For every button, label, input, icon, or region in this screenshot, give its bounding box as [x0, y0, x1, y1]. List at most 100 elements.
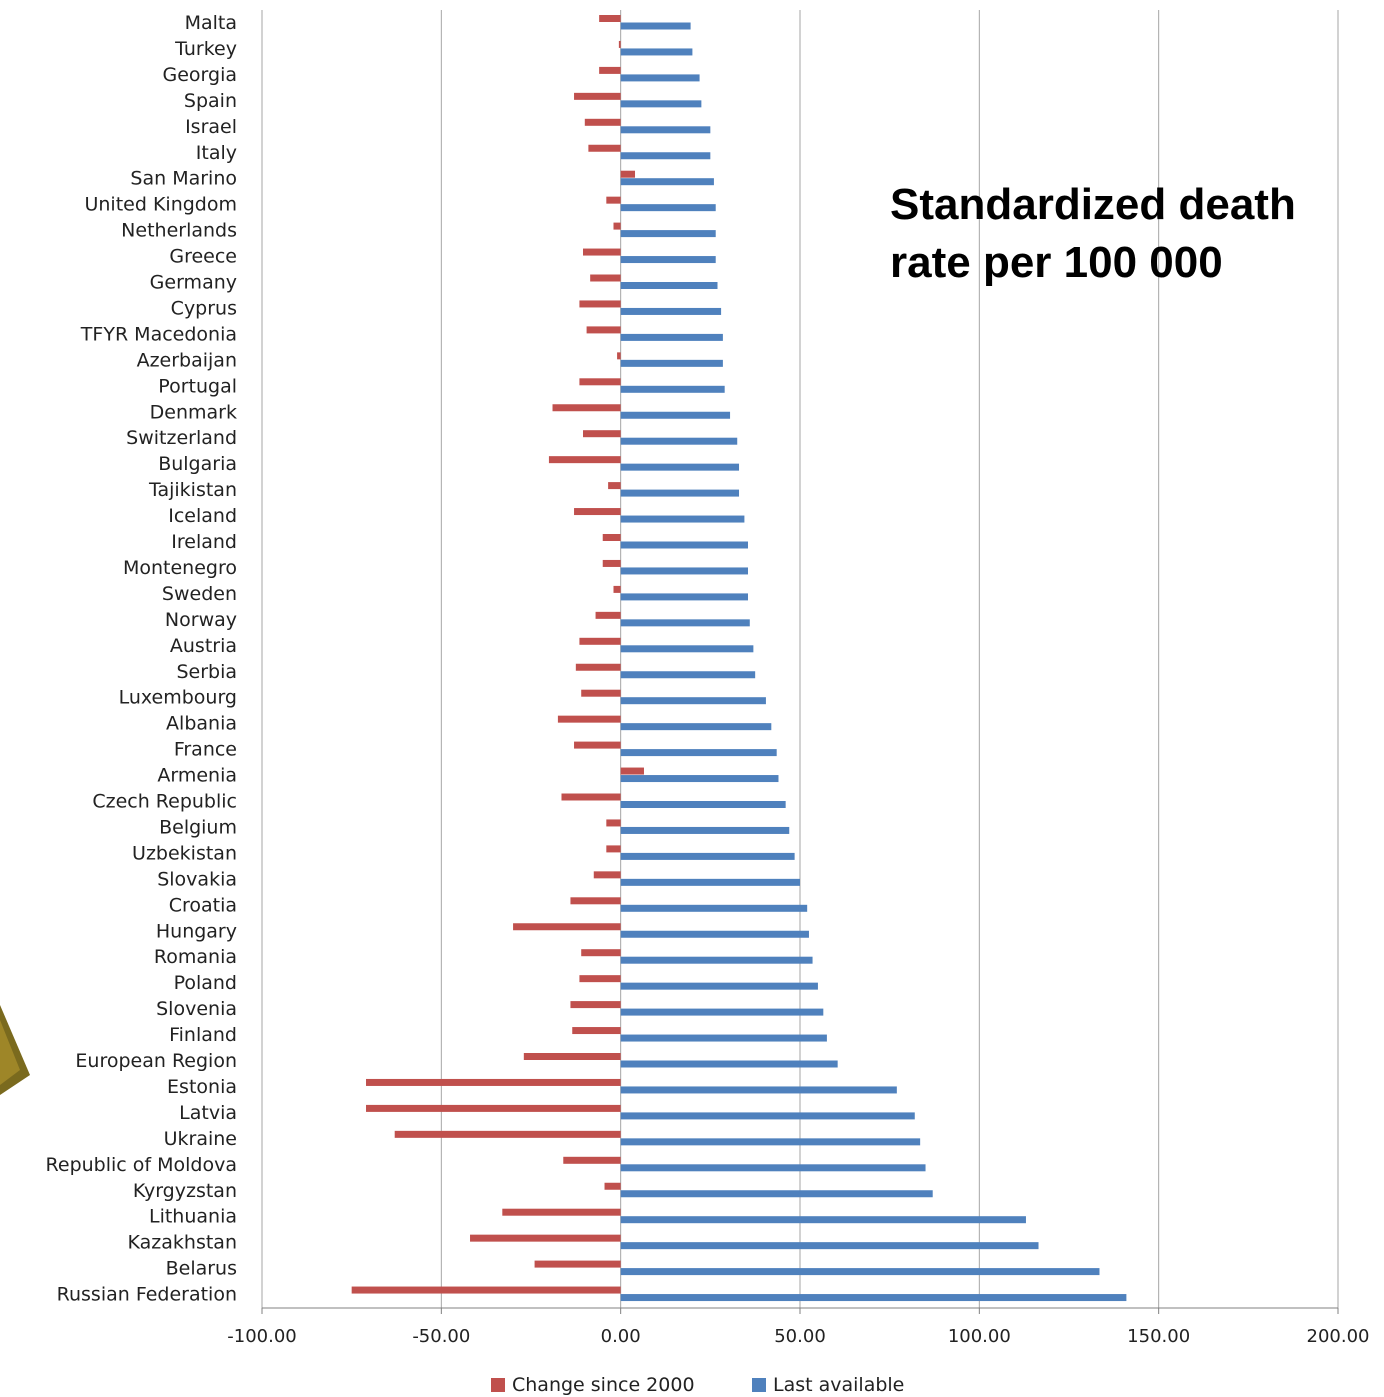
- bar-last-available: [620, 1034, 827, 1042]
- category-label: Russian Federation: [57, 1284, 237, 1306]
- category-label: Hungary: [156, 920, 237, 942]
- bar-last-available: [620, 593, 748, 601]
- bar-last-available: [620, 1268, 1100, 1276]
- category-label: European Region: [75, 1050, 237, 1072]
- category-label: Finland: [169, 1024, 237, 1046]
- bar-last-available: [620, 671, 756, 679]
- x-tick-label: -100.00: [227, 1326, 296, 1347]
- bar-last-available: [620, 1060, 838, 1068]
- bar-change-since-2000: [579, 378, 621, 386]
- bar-last-available: [620, 878, 800, 886]
- category-label: Montenegro: [123, 557, 237, 579]
- bar-last-available: [620, 152, 711, 160]
- category-labels: Malta Turkey Georgia Spain Israel Italy San Ma…: [46, 12, 237, 1306]
- bar-change-since-2000: [617, 352, 621, 360]
- bar-last-available: [620, 645, 754, 653]
- bar-change-since-2000: [581, 689, 621, 697]
- bar-last-available: [620, 1216, 1026, 1224]
- category-label: Tajikistan: [148, 479, 237, 501]
- category-label: Luxembourg: [119, 687, 237, 709]
- bar-last-available: [620, 126, 711, 134]
- category-label: Austria: [170, 635, 237, 657]
- bar-change-since-2000: [572, 1027, 621, 1035]
- bar-change-since-2000: [570, 897, 621, 905]
- bar-change-since-2000: [557, 715, 621, 723]
- x-axis: -100.00 -50.00 0.00 50.00 100.00 150.00 200.00: [227, 1307, 1369, 1347]
- x-tick-label: 0.00: [601, 1326, 641, 1347]
- category-label: Kyrgyzstan: [133, 1180, 237, 1202]
- bar-change-since-2000: [613, 222, 621, 230]
- bar-change-since-2000: [602, 534, 621, 541]
- bar-change-since-2000: [574, 741, 621, 749]
- bar-change-since-2000: [620, 767, 644, 775]
- bar-change-since-2000: [593, 871, 621, 879]
- bar-last-available: [620, 359, 723, 367]
- bar-last-available: [620, 904, 808, 912]
- bar-last-available: [620, 956, 813, 964]
- bar-last-available: [620, 74, 700, 82]
- bar-change-since-2000: [584, 118, 621, 126]
- bar-change-since-2000: [548, 456, 621, 464]
- bar-change-since-2000: [502, 1208, 621, 1216]
- bar-change-since-2000: [581, 949, 621, 957]
- bar-last-available: [620, 48, 693, 56]
- category-label: Slovenia: [156, 998, 237, 1020]
- category-label: Greece: [169, 246, 237, 268]
- category-label: Kazakhstan: [128, 1232, 237, 1254]
- bar-change-since-2000: [604, 1182, 621, 1190]
- chart-title: Standardized death rate per 100 000: [890, 180, 1296, 287]
- bar-last-available: [620, 1008, 824, 1016]
- bar-change-since-2000: [583, 430, 621, 438]
- bar-last-available: [620, 852, 795, 860]
- bar-last-available: [620, 463, 740, 471]
- bar-last-available: [620, 1164, 926, 1172]
- category-label: Azerbaijan: [137, 349, 237, 371]
- bar-change-since-2000: [602, 559, 621, 567]
- bar-last-available: [620, 749, 777, 757]
- bar-last-available: [620, 333, 723, 341]
- chart-title-line-1: Standardized death: [890, 180, 1296, 229]
- category-label: San Marino: [130, 168, 237, 190]
- bar-last-available: [620, 982, 818, 990]
- bar-change-since-2000: [606, 845, 621, 853]
- bar-last-available: [620, 256, 716, 264]
- bar-last-available: [620, 1190, 933, 1198]
- chart-title-line-2: rate per 100 000: [890, 238, 1223, 287]
- bar-change-since-2000: [599, 15, 621, 22]
- category-label: Slovakia: [157, 868, 237, 890]
- bar-last-available: [620, 204, 716, 212]
- bar-last-available: [620, 515, 745, 523]
- legend-swatch-last: [752, 1378, 766, 1392]
- bar-last-available: [620, 1294, 1127, 1302]
- category-label: Belgium: [159, 816, 237, 838]
- bar-change-since-2000: [552, 404, 621, 412]
- bar-last-available: [620, 801, 786, 808]
- bar-change-since-2000: [613, 585, 621, 593]
- bar-last-available: [620, 307, 722, 315]
- category-label: Lithuania: [149, 1206, 237, 1228]
- category-label: Denmark: [150, 401, 237, 423]
- category-label: Croatia: [169, 894, 237, 916]
- category-label: Belarus: [166, 1258, 237, 1280]
- bar-change-since-2000: [579, 637, 621, 645]
- bar-last-available: [620, 1242, 1039, 1250]
- category-label: Ireland: [171, 531, 237, 553]
- bar-change-since-2000: [608, 482, 621, 490]
- category-label: Latvia: [179, 1102, 237, 1124]
- category-label: Cyprus: [171, 297, 237, 319]
- x-tick-label: 100.00: [948, 1326, 1011, 1347]
- bar-last-available: [620, 826, 790, 834]
- bar-change-since-2000: [586, 326, 621, 334]
- category-label: Italy: [196, 142, 237, 164]
- bar-last-available: [620, 100, 702, 108]
- category-label: Norway: [165, 609, 237, 631]
- legend-label-last: Last available: [773, 1374, 904, 1396]
- bar-last-available: [620, 489, 740, 497]
- bar-last-available: [620, 437, 738, 445]
- category-label: Turkey: [174, 38, 237, 60]
- bar-change-since-2000: [579, 300, 621, 308]
- bar-change-since-2000: [470, 1234, 621, 1242]
- x-tick-label: 50.00: [774, 1326, 826, 1347]
- x-tick-label: -50.00: [412, 1326, 470, 1347]
- category-label: Albania: [166, 713, 237, 735]
